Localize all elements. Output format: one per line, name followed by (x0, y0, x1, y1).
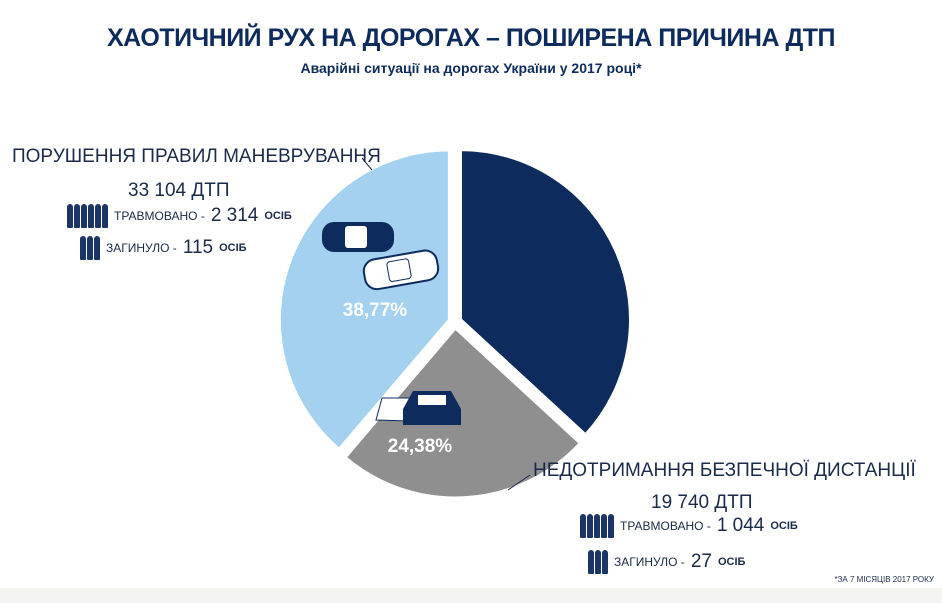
injured-label: ТРАВМОВАНО - (114, 209, 205, 223)
injured-value: 2 314 (210, 205, 259, 226)
killed-stat: ЗАГИНУЛО - 115 ОСІБ (80, 236, 247, 260)
page-title: ХАОТИЧНИЙ РУХ НА ДОРОГАХ – ПОШИРЕНА ПРИЧ… (107, 24, 836, 52)
injured-stat: ТРАВМОВАНО - 2 314 ОСІБ (67, 204, 292, 228)
killed-value: 115 (182, 237, 214, 258)
people-icon (580, 514, 614, 538)
people-icon (588, 550, 608, 574)
car-icon (322, 222, 394, 252)
unit-label: ОСІБ (717, 556, 746, 568)
people-icon (67, 204, 108, 228)
killed-label: ЗАГИНУЛО - (106, 241, 177, 255)
unit-label: ОСІБ (219, 242, 247, 254)
accident-count: 33 104 ДТП (128, 180, 230, 201)
unit-label: ОСІБ (264, 210, 292, 222)
leader-line-distance (507, 474, 531, 491)
people-icon (80, 236, 100, 260)
accident-count: 19 740 ДТП (651, 492, 753, 513)
bottom-strip (0, 588, 942, 603)
car-icon (403, 391, 461, 425)
car-icon (362, 249, 440, 291)
slice-distance (343, 325, 583, 500)
slice-label-maneuver: 38,77% (343, 300, 408, 321)
killed-label: ЗАГИНУЛО - (614, 555, 685, 569)
footnote: *ЗА 7 МІСЯЦІВ 2017 РОКУ (834, 575, 934, 584)
killed-stat: ЗАГИНУЛО - 27 ОСІБ (588, 550, 745, 574)
page-subtitle: Аварійні ситуації на дорогах України у 2… (300, 60, 642, 76)
leader-line-maneuver (361, 157, 373, 171)
unit-label: ОСІБ (770, 520, 798, 532)
killed-value: 27 (690, 551, 712, 572)
injured-value: 1 044 (716, 515, 765, 536)
injured-label: ТРАВМОВАНО - (620, 519, 711, 533)
category-label: ПОРУШЕННЯ ПРАВИЛ МАНЕВРУВАННЯ (12, 146, 381, 167)
slice-maneuver (277, 148, 451, 452)
category-label: НЕДОТРИМАННЯ БЕЗПЕЧНОЇ ДИСТАНЦІЇ (533, 460, 916, 481)
slice-other (458, 148, 632, 437)
slice-label-distance: 24,38% (388, 436, 453, 457)
injured-stat: ТРАВМОВАНО - 1 044 ОСІБ (580, 514, 798, 538)
